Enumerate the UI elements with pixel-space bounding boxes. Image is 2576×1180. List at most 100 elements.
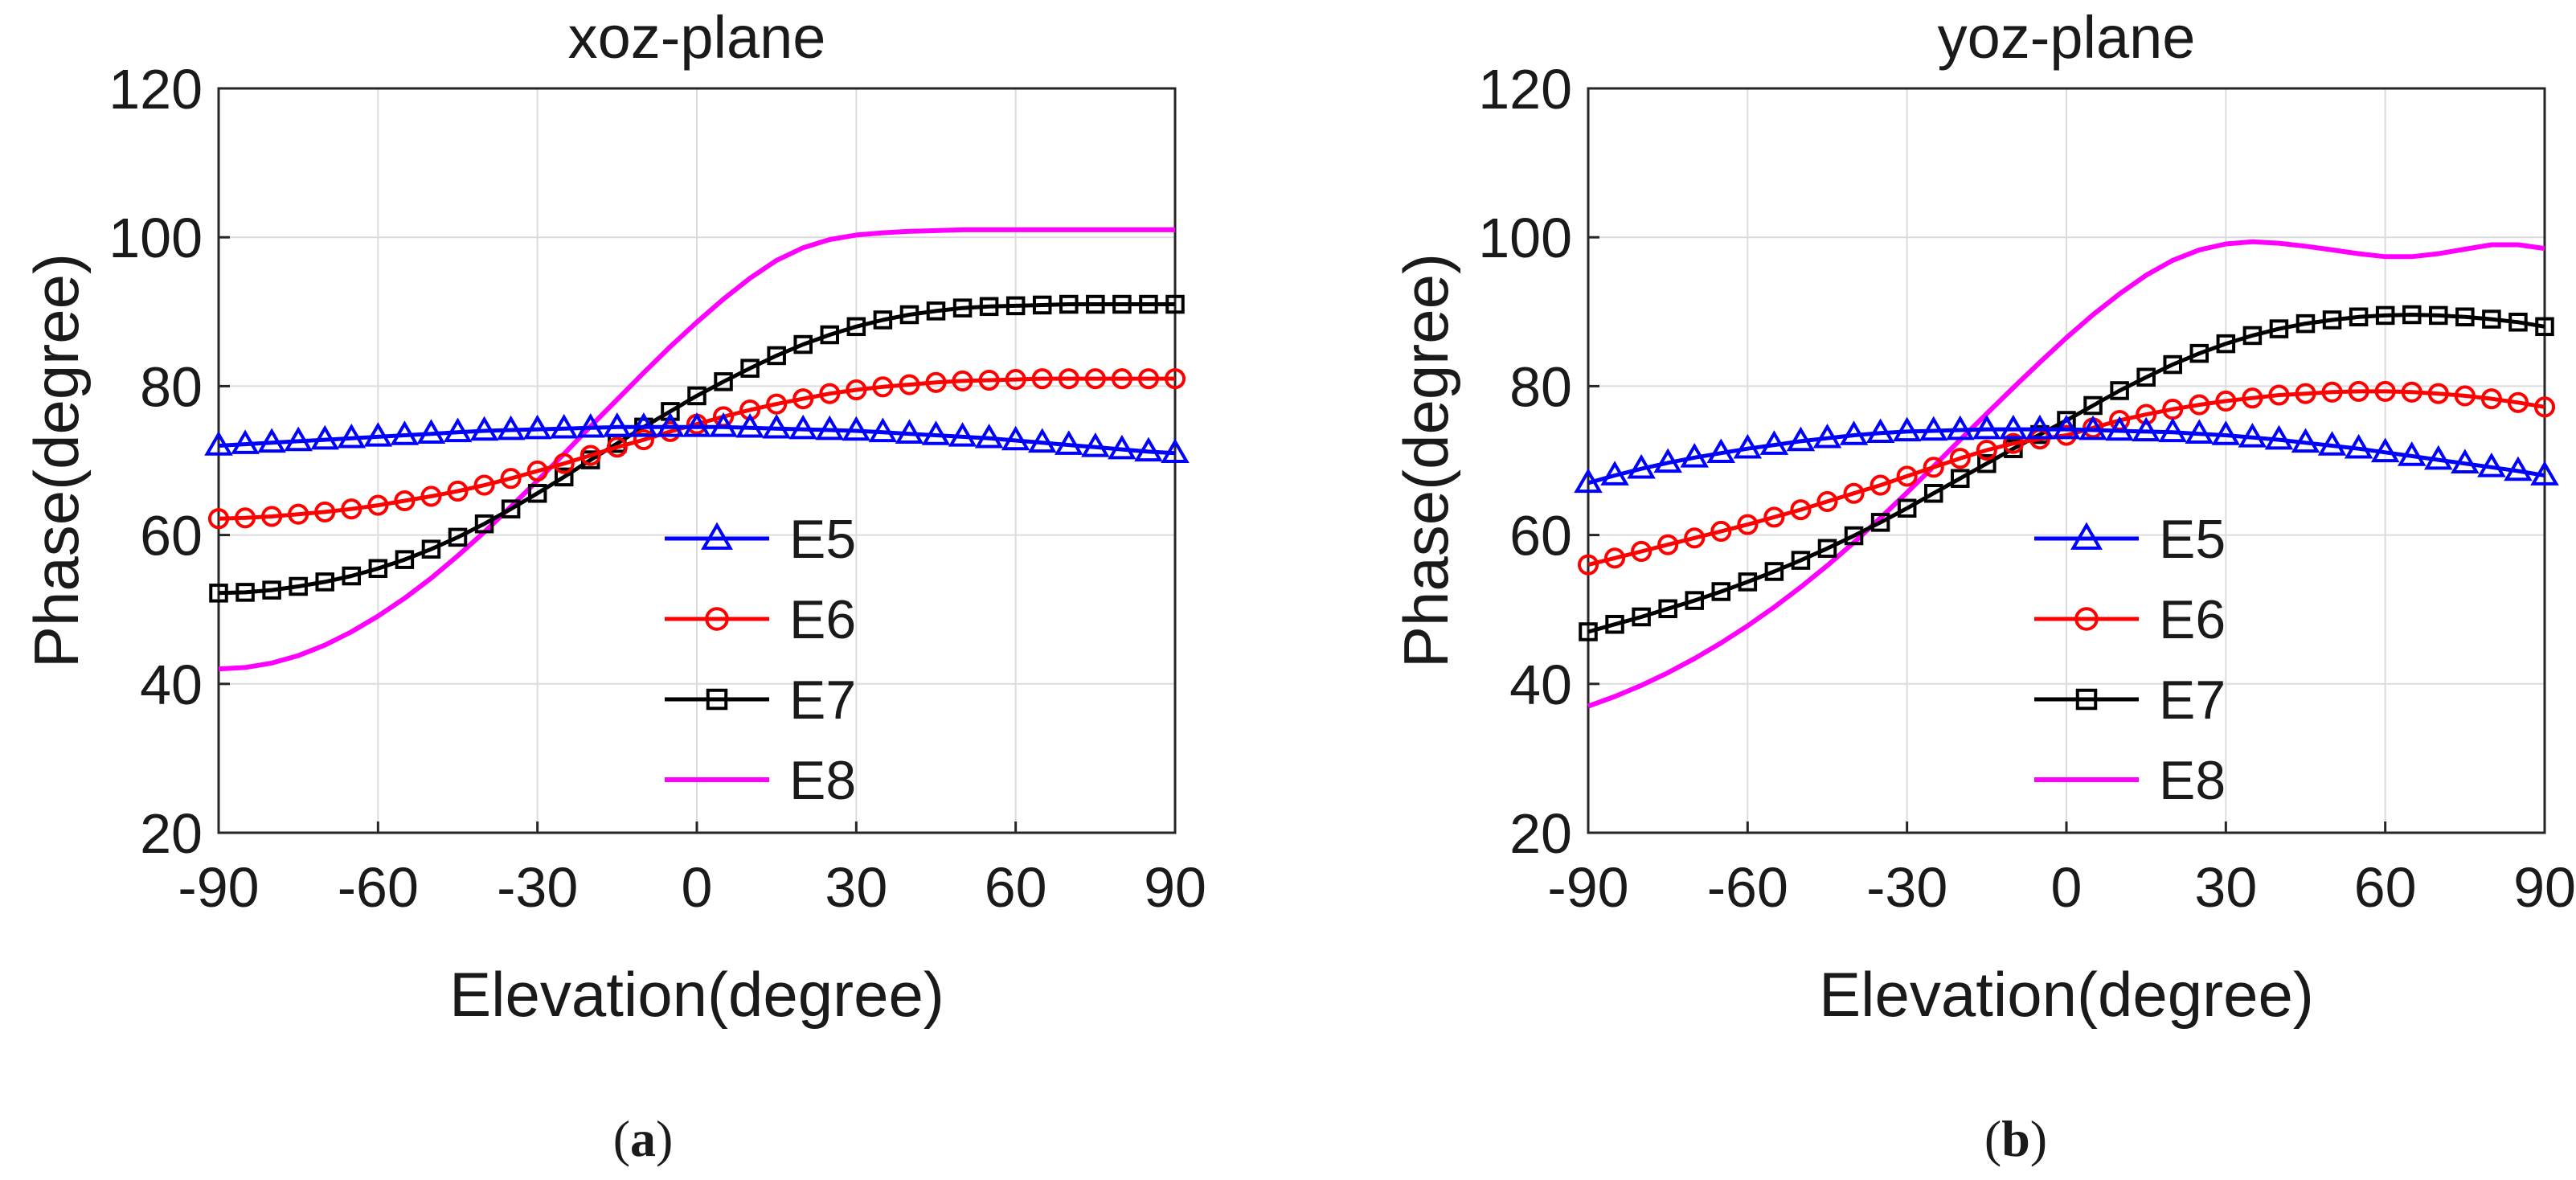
chart2-series-e5-point	[2105, 416, 2134, 441]
chart1-series-e7-point	[1005, 296, 1026, 316]
chart2-x-tick-label: -30	[1866, 856, 1947, 919]
chart2-series-e6	[1577, 380, 2556, 576]
chart1-series-e7-point	[952, 298, 973, 318]
chart1-series-e7-point	[1059, 294, 1079, 314]
chart1-x-tick-label: 90	[1144, 856, 1206, 919]
chart1-series-e6-point	[314, 501, 336, 522]
chart2-series-e6-point	[1923, 457, 1944, 478]
chart2-series-e7-point	[1870, 513, 1890, 532]
chart1-series-e7-point	[395, 550, 415, 569]
chart1-title: xoz-plane	[568, 4, 826, 71]
chart1-series-e6-point	[579, 445, 601, 466]
chart2-series-e5-point	[2185, 419, 2214, 444]
chart2-series-e5-point	[1574, 468, 1603, 494]
chart1-series-e6-point	[1164, 368, 1186, 390]
chart2-y-tick-label: 60	[1509, 505, 1572, 567]
chart1-series-e5-point	[868, 417, 898, 443]
chart1-series-e7-point	[315, 572, 334, 592]
chart2-series-e7-point	[1791, 551, 1811, 570]
chart2-series-e5-point	[1680, 443, 1709, 468]
chart2-series-e5-point	[1946, 415, 1975, 440]
chart1-series-e5-point	[1027, 428, 1057, 453]
chart1-legend-item-e8: E8	[665, 750, 856, 811]
chart2-series-e5-point	[2530, 461, 2559, 486]
chart1-series-e7-point	[740, 359, 760, 378]
chart1-legend-label-e6: E6	[789, 589, 856, 650]
chart2-series-e6-line	[1587, 389, 2545, 567]
chart1-series-e6-point	[846, 379, 867, 401]
chart2-x-tick-label: 0	[2051, 856, 2083, 919]
chart2-legend-label-e5: E5	[2159, 509, 2226, 570]
chart1-legend-item-e7: E7	[665, 670, 856, 731]
chart1-series-e6-point	[341, 498, 362, 520]
chart1-series-e5-point	[257, 428, 286, 453]
chart2-series-e5-line	[1587, 427, 2545, 486]
chart1-series-e6	[207, 368, 1186, 530]
chart1-series-e5-point	[895, 419, 924, 444]
chart1-series-e5-point	[204, 431, 233, 456]
chart2-y-axis-label: Phase(degree)	[1390, 253, 1461, 668]
chart1-series-e5-point	[1134, 436, 1163, 462]
chart1-series-e7-point	[527, 483, 547, 503]
chart1-series-e6-point	[1058, 368, 1079, 390]
chart1-series-e5-point	[549, 413, 579, 439]
chart2-series-e7-point	[1711, 582, 1731, 601]
chart1-y-tick-label: 60	[140, 505, 203, 567]
chart2-series-e6-point	[1843, 482, 1865, 504]
chart2-y-tick-label: 80	[1509, 355, 1572, 418]
chart1-y-axis-label: Phase(degree)	[21, 253, 92, 668]
chart1-series-e6-point	[978, 369, 1000, 391]
chart2-series-e6-point	[2427, 383, 2449, 404]
chart1-series-e6-point	[925, 371, 947, 393]
chart1-series-e5-point	[1161, 438, 1190, 464]
chart2-series-e7-point	[2189, 343, 2209, 363]
chart2-series-e5-point	[2052, 414, 2081, 440]
chart2-series-e7-point	[2163, 354, 2182, 375]
chart2-series-e7-point	[1817, 539, 1837, 559]
chart2-series-e5-point	[1653, 448, 1682, 473]
chart1-series-e5-point	[1055, 430, 1083, 455]
chart1-series-e7	[209, 294, 1185, 603]
chart2-series-e7-point	[1951, 469, 1970, 488]
chart2-series-e6-point	[1870, 474, 1891, 496]
chart1-legend-marker-e5	[701, 522, 733, 550]
chart2-series-e5-point	[1600, 461, 1629, 486]
chart2-series-e6-point	[1896, 465, 1918, 487]
chart2-series-e7-point	[2295, 313, 2316, 334]
chart1-x-axis-label: Elevation(degree)	[449, 959, 944, 1030]
panel-b-caption: (b)	[1984, 1110, 2047, 1167]
chart2-legend-marker-e7	[2075, 688, 2098, 711]
chart2-legend-label-e7: E7	[2159, 670, 2226, 731]
chart2-legend-item-e8: E8	[2034, 750, 2226, 811]
chart2-series-e5-point	[1627, 453, 1656, 479]
chart2-series-e7-point	[2455, 307, 2475, 327]
chart1-series-e5-point	[682, 412, 711, 437]
chart2-series-e6-point	[2480, 388, 2502, 410]
chart1-series-e7-point	[846, 317, 866, 337]
chart2-series-e7-point	[1977, 453, 1997, 473]
chart1-series-e7-point	[474, 514, 494, 534]
chart2-series-e8	[1587, 239, 2545, 709]
chart1-series-e5-point	[522, 414, 552, 440]
chart2-series-e8-line	[1587, 239, 2545, 709]
chart1-series-e6-point	[1005, 369, 1026, 391]
chart1-series-e7-point	[554, 467, 574, 487]
chart2-series-e5-point	[2158, 417, 2187, 443]
chart2-series-e6-point	[2374, 380, 2396, 402]
chart1-series-e6-point	[500, 468, 522, 490]
chart2-series-e7-point	[2535, 317, 2554, 337]
chart2-series-e7-point	[1764, 562, 1784, 581]
chart2-series-e6-point	[1604, 547, 1626, 569]
chart1-y-tick-label: 120	[109, 58, 203, 121]
chart2-legend-label-e6: E6	[2159, 589, 2226, 650]
chart1-series-e7-point	[501, 499, 521, 518]
chart1-series-e5-point	[656, 412, 685, 437]
chart1-series-e7-point	[209, 584, 228, 603]
chart1-y-tick-label: 80	[140, 355, 203, 418]
chart2-series-e7-point	[1632, 607, 1651, 627]
chart2-series-e6-point	[1790, 499, 1812, 521]
chart2-series-e5-point	[2317, 431, 2347, 456]
chart2-series-e6-point	[1949, 448, 1971, 469]
chart1-series-e5-point	[231, 429, 260, 454]
chart2-series-e7-point	[2242, 326, 2263, 346]
